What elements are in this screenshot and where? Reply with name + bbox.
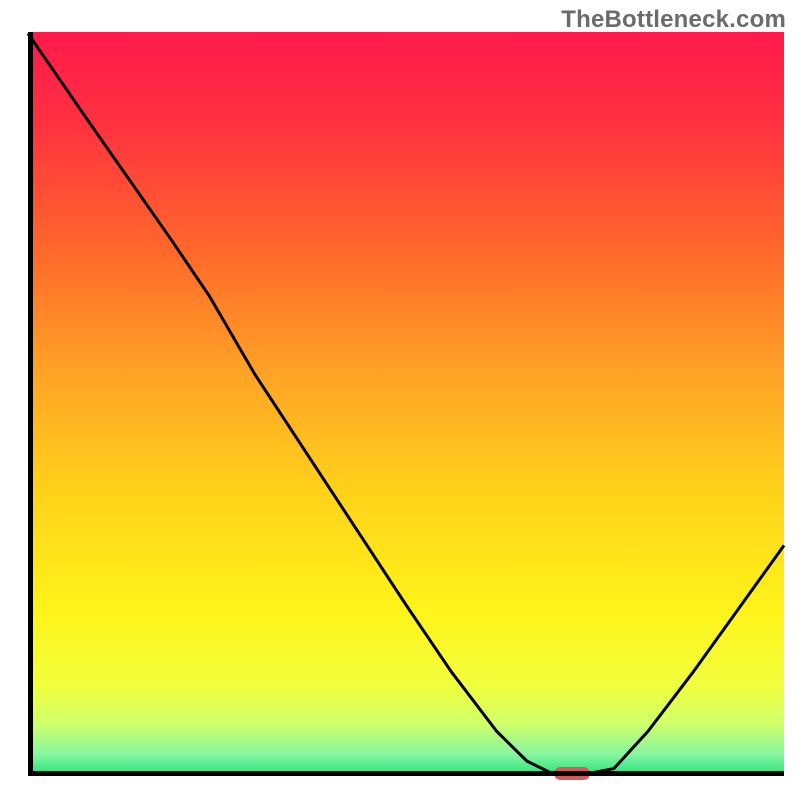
- chart-container: TheBottleneck.com: [0, 0, 800, 800]
- watermark-text: TheBottleneck.com: [561, 6, 786, 34]
- y-axis: [28, 32, 33, 776]
- plot-area: [28, 32, 784, 776]
- x-axis: [28, 771, 784, 776]
- curve-path: [28, 33, 784, 773]
- bottleneck-curve: [28, 32, 784, 776]
